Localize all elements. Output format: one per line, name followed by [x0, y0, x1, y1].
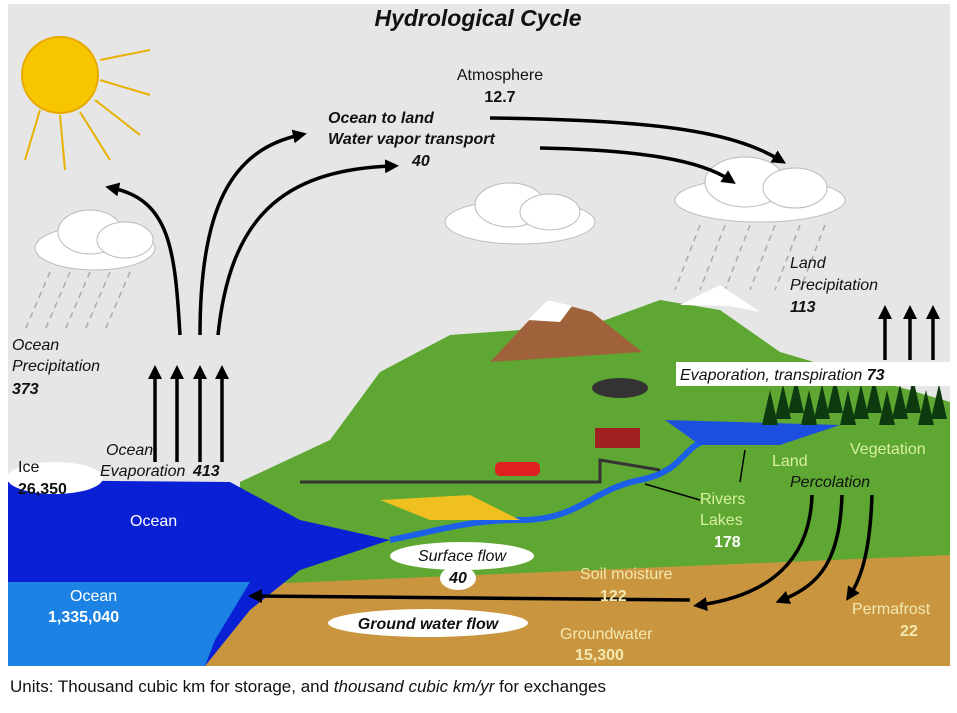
factory — [595, 428, 640, 448]
car — [495, 462, 540, 476]
tree — [814, 384, 830, 419]
label: Water vapor transport — [328, 131, 496, 148]
clouds — [34, 156, 846, 271]
footer-text: thousand cubic km/yr — [334, 677, 496, 696]
label: Rivers — [700, 491, 745, 508]
label: Ocean — [70, 588, 117, 605]
tree — [788, 378, 804, 413]
label: Ocean to land — [328, 110, 435, 127]
tree — [931, 384, 947, 419]
tree — [853, 384, 869, 419]
tree — [866, 378, 882, 413]
trees — [762, 378, 947, 425]
value: 1,335,040 — [48, 609, 119, 626]
label: Permafrost — [852, 601, 931, 618]
label: Precipitation — [790, 277, 878, 294]
label: Evaporation — [100, 463, 185, 480]
tree — [762, 390, 778, 425]
tree — [775, 384, 791, 419]
label-box — [676, 362, 957, 386]
sun — [21, 36, 151, 171]
value: 122 — [600, 588, 627, 605]
label: Ocean — [130, 513, 177, 530]
tree — [905, 378, 921, 413]
value: 413 — [192, 463, 220, 480]
rain — [24, 224, 826, 331]
field — [380, 495, 520, 520]
value: 26,350 — [18, 481, 67, 498]
arrows — [105, 116, 940, 611]
label: Evaporation, transpiration — [680, 367, 862, 384]
label: Ocean — [12, 337, 59, 354]
tree — [892, 384, 908, 419]
value: 73 — [867, 367, 885, 384]
label: Lakes — [700, 512, 743, 529]
deep-ocean — [8, 582, 250, 666]
value: 15,300 — [575, 647, 624, 664]
label: Percolation — [790, 474, 870, 491]
title: Hydrological Cycle — [374, 5, 581, 31]
label: Surface flow — [418, 548, 507, 565]
value: 40 — [448, 570, 467, 587]
river — [389, 435, 721, 543]
tree — [840, 390, 856, 425]
label: Ocean — [106, 442, 153, 459]
label: Atmosphere — [457, 67, 543, 84]
label: Precipitation — [12, 358, 100, 375]
label: Land — [790, 255, 827, 272]
footer-text: for exchanges — [494, 677, 606, 696]
footer: Units: Thousand cubic km for storage, an… — [10, 677, 606, 696]
label: Evaporation, transpiration 73 — [680, 367, 885, 384]
value: 373 — [12, 381, 39, 398]
road — [300, 458, 661, 484]
value: 40 — [411, 153, 430, 170]
snow-cap — [528, 300, 572, 322]
label: Groundwater — [560, 626, 653, 643]
label: Vegetation — [850, 441, 926, 458]
tree — [879, 390, 895, 425]
value: 113 — [790, 299, 816, 316]
tree — [827, 378, 843, 413]
footer-text: Units: Thousand cubic km for storage, an… — [10, 677, 334, 696]
value: 12.7 — [484, 89, 515, 106]
label-oval — [328, 609, 528, 637]
snow-cap — [680, 285, 760, 312]
lake — [665, 420, 840, 445]
mountain — [490, 300, 642, 362]
value: 178 — [714, 534, 741, 551]
label: Ground water flow — [358, 616, 500, 633]
label: Soil moisture — [580, 566, 673, 583]
tree — [801, 390, 817, 425]
label: Land — [772, 453, 808, 470]
label-oval — [440, 566, 476, 590]
value: 22 — [900, 623, 918, 640]
label: Ice — [18, 459, 39, 476]
ice-sheet — [7, 462, 103, 494]
tree — [918, 390, 934, 425]
smoke — [592, 378, 648, 398]
label-oval — [390, 542, 534, 570]
